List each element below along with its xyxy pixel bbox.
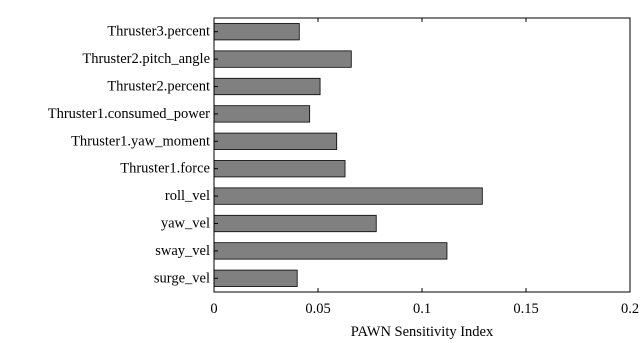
category-label: Thruster2.percent	[107, 79, 210, 95]
bar-thruster1-consumed-power	[214, 106, 310, 122]
category-label: roll_vel	[165, 188, 210, 204]
bar-thruster2-pitch-angle	[214, 51, 351, 67]
bar-thruster2-percent	[214, 78, 320, 94]
x-tick-label: 0.1	[413, 301, 431, 317]
bar-roll-vel	[214, 188, 482, 204]
category-label: Thruster1.yaw_moment	[71, 133, 210, 149]
bar-thruster1-yaw-moment	[214, 133, 337, 149]
category-labels: Thruster3.percent Thruster2.pitch_angle Th…	[48, 24, 210, 287]
x-axis-label: PAWN Sensitivity Index	[351, 324, 494, 340]
bar-thruster1-force	[214, 160, 345, 176]
category-label: Thruster2.pitch_angle	[82, 51, 210, 67]
category-label: Thruster1.force	[120, 161, 210, 177]
bar-yaw-vel	[214, 215, 376, 231]
category-label: surge_vel	[154, 270, 210, 286]
x-tick-label: 0.15	[513, 301, 538, 317]
category-label: Thruster3.percent	[107, 24, 210, 40]
bar-surge-vel	[214, 270, 297, 286]
bar-thruster3-percent	[214, 23, 299, 39]
category-label: Thruster1.consumed_power	[48, 106, 210, 122]
x-tick-label: 0	[210, 301, 217, 317]
x-tick-label: 0.05	[305, 301, 330, 317]
bars-layer	[214, 23, 482, 286]
category-label: yaw_vel	[161, 216, 210, 232]
x-tick-label: 0.2	[621, 301, 639, 317]
bar-sway-vel	[214, 243, 447, 259]
category-label: sway_vel	[155, 243, 210, 259]
